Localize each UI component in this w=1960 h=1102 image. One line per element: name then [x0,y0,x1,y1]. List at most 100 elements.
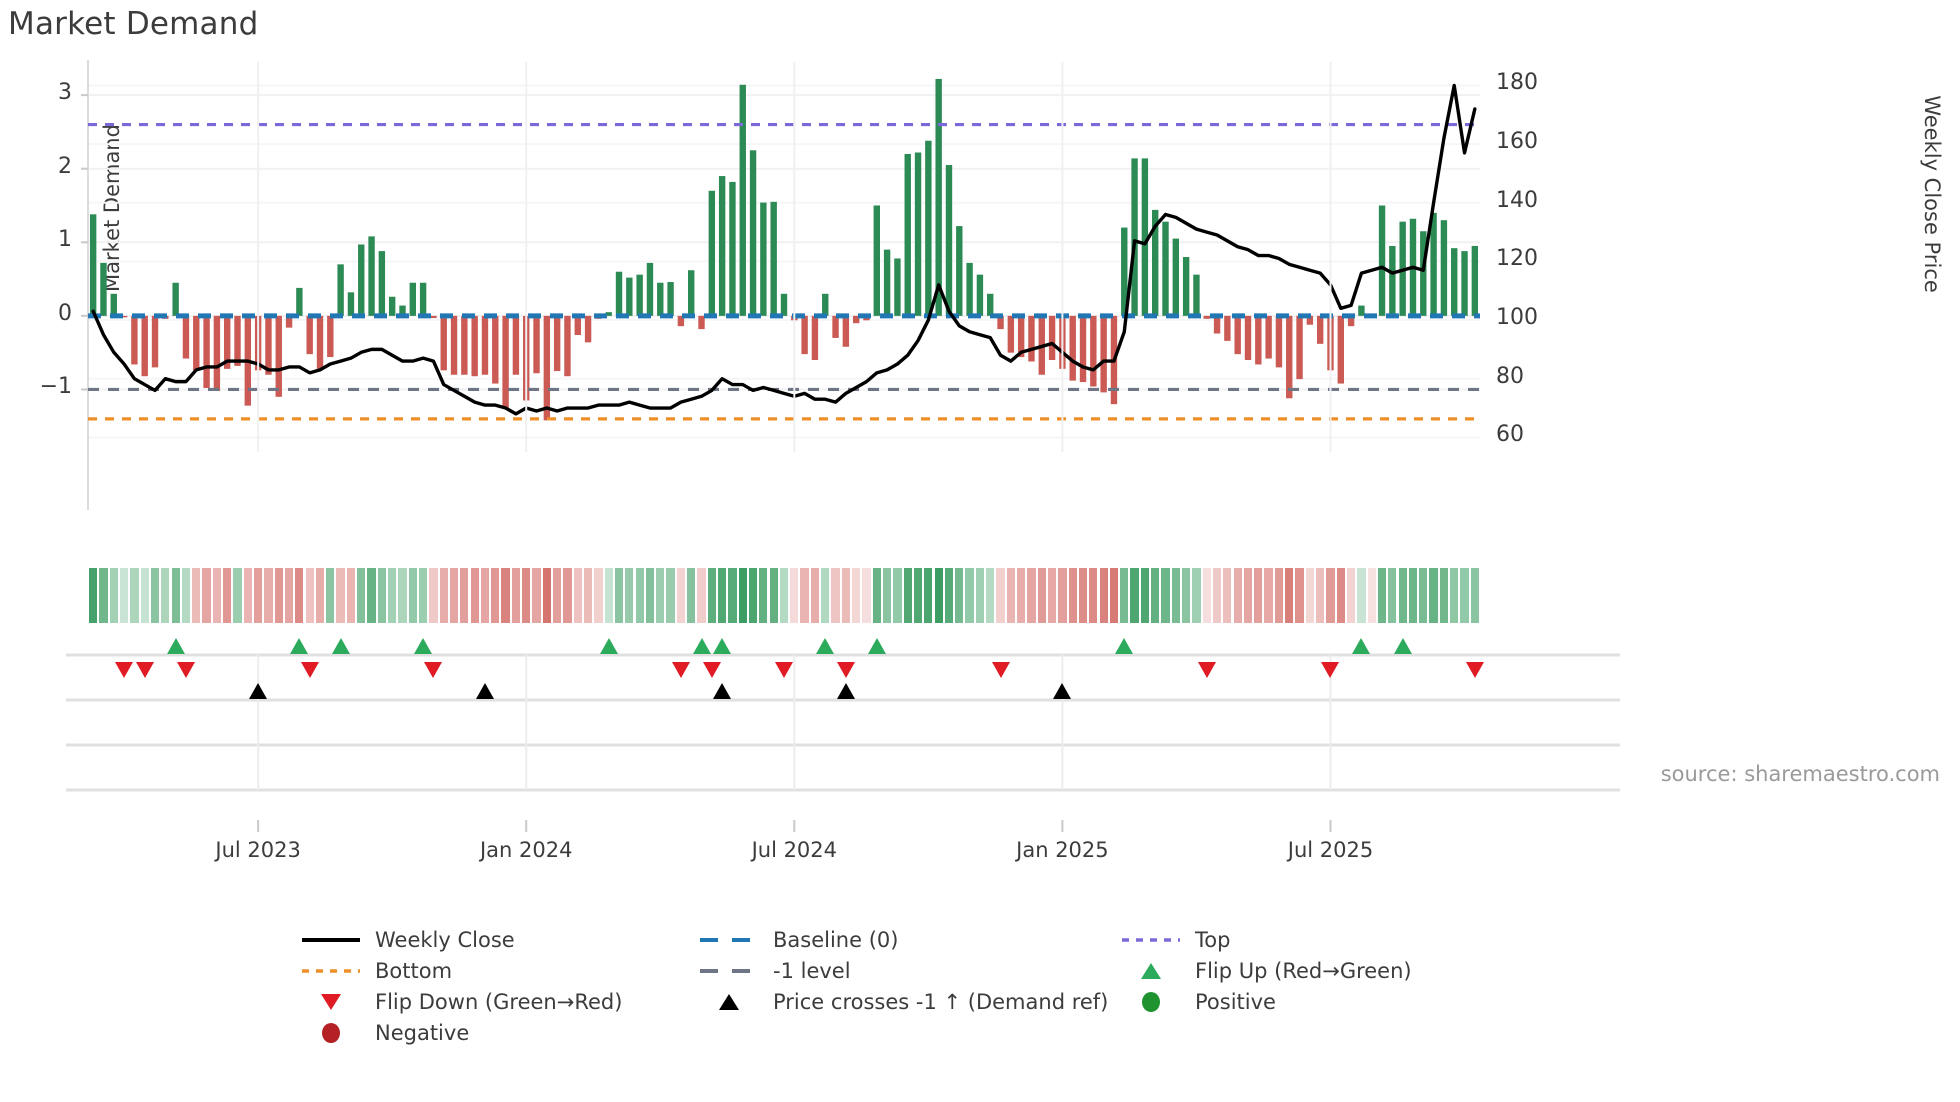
legend-symbol-circle-icon [300,1022,362,1044]
flip-up-marker [1393,638,1412,654]
heatmap-cell [243,568,252,623]
heatmap-cell [1419,568,1428,623]
y-tick-right: 120 [1496,246,1538,272]
flip-down-marker [424,662,443,678]
heatmap-cell [233,568,242,623]
heatmap-cell [1120,568,1129,623]
heatmap-cell [429,568,438,623]
heatmap-cell [645,568,655,623]
heatmap-cell [1295,568,1304,623]
heatmap-cell [635,568,644,623]
heatmap-cell [893,568,902,623]
heatmap-cell [563,568,572,623]
heatmap-cell [408,568,417,623]
flip-down-marker [300,662,319,678]
heatmap-cell [1027,568,1036,623]
heatmap-cell [439,568,448,623]
heatmap-cell [1212,568,1222,623]
heatmap-cell [1078,568,1088,623]
legend-item[interactable]: Negative [300,1021,469,1045]
heatmap-cell [1326,568,1335,623]
heatmap-cell [212,568,221,623]
legend-label: Negative [375,1021,470,1045]
heatmap-cell [1357,568,1366,623]
heatmap-cell [511,568,521,623]
heatmap-cell [326,568,335,623]
heatmap-cell [697,568,706,623]
flip-up-marker [816,638,835,654]
heatmap-cell [130,568,139,623]
heatmap-cell [800,568,809,623]
heatmap-cell [965,568,974,623]
heatmap-cell [1305,568,1314,623]
heatmap-cell [769,568,778,623]
y-tick-left: 3 [58,80,72,106]
heatmap-cell [295,568,304,623]
heatmap-cell [336,568,345,623]
heatmap-cell [367,568,376,623]
heatmap-cell [1450,568,1459,623]
legend-item[interactable]: -1 level [698,959,851,983]
legend-label: Positive [1195,990,1276,1014]
heatmap-cell [357,568,366,623]
legend-label: Baseline (0) [773,928,899,952]
heatmap-cell [1047,568,1057,623]
flip-down-marker [836,662,855,678]
heatmap-cell [986,568,995,623]
x-tick: Jan 2025 [1016,838,1109,862]
legend-symbol-solid-line-icon [300,929,362,951]
legend-item[interactable]: Flip Down (Green→Red) [300,990,622,1014]
heatmap-cell [1223,568,1232,623]
x-tick: Jul 2024 [751,838,838,862]
heatmap-cell [1398,568,1407,623]
heatmap-cell [573,568,582,623]
heatmap-cell [542,568,551,623]
heatmap-cell [1388,568,1397,623]
heatmap-cell [831,568,840,623]
heatmap-cell [1316,568,1325,623]
y-tick-left: −1 [39,374,72,400]
heatmap-cell [790,568,799,623]
heatmap-cell [1285,568,1294,623]
heatmap-cell [1017,568,1026,623]
heatmap-cell [852,568,861,623]
heatmap-cell [996,568,1005,623]
heatmap-cell [614,568,624,623]
heatmap-cell [1367,568,1376,623]
legend-item[interactable]: Positive [1120,990,1276,1014]
heatmap-cell [1336,568,1345,623]
heatmap-cell [398,568,407,623]
flip-down-marker [135,662,154,678]
heatmap-cell [821,568,830,623]
heatmap-cell [1099,568,1108,623]
heatmap-cell [1182,568,1191,623]
heatmap-cell [346,568,356,623]
price-cross-marker [836,683,855,699]
legend-item[interactable]: Weekly Close [300,928,515,952]
heatmap-cell [913,568,923,623]
heatmap-cell [738,568,747,623]
heatmap-cell [418,568,428,623]
legend-item[interactable]: Flip Up (Red→Green) [1120,959,1412,983]
heatmap-cell [1109,568,1119,623]
flip-down-marker [671,662,690,678]
heatmap-cell [305,568,314,623]
legend-item[interactable]: Top [1120,928,1230,952]
legend-item[interactable]: Bottom [300,959,452,983]
heatmap-cell [944,568,954,623]
y-tick-right: 80 [1496,363,1524,389]
legend-label: Weekly Close [375,928,515,952]
legend-item[interactable]: Price crosses -1 ↑ (Demand ref) [698,990,1108,1014]
heatmap-cell [1377,568,1387,623]
y-tick-right: 140 [1496,187,1538,213]
flip-up-marker [166,638,185,654]
heatmap-cell [841,568,850,623]
demand-intensity-strip [88,568,1480,623]
heatmap-cell [1037,568,1046,623]
heatmap-cell [759,568,768,623]
heatmap-cell [1192,568,1201,623]
legend-item[interactable]: Baseline (0) [698,928,898,952]
flip-up-marker [599,638,618,654]
